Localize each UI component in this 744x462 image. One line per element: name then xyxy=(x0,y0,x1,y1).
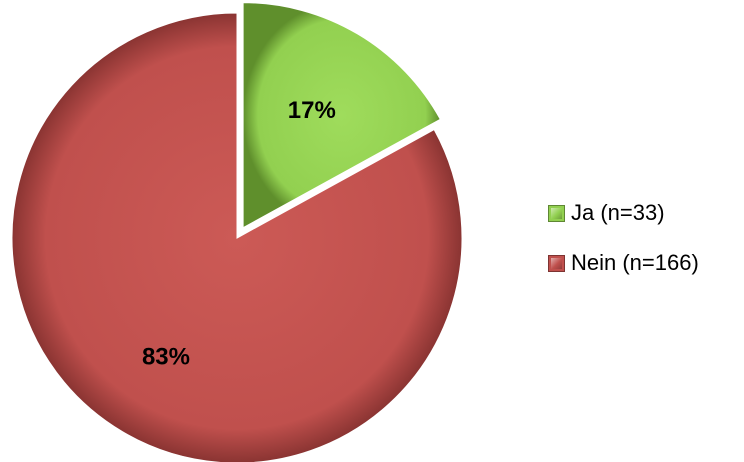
pie-slice-ja xyxy=(242,2,441,229)
pie-percent-labels: 17% 83% xyxy=(142,97,336,371)
percent-label-ja: 17% xyxy=(288,97,336,124)
percent-label-nein: 83% xyxy=(142,343,190,370)
legend: Ja (n=33) Nein (n=166) xyxy=(548,198,699,298)
legend-label-ja: Ja (n=33) xyxy=(571,200,665,225)
legend-swatch-ja xyxy=(548,204,565,222)
pie-slice-nein xyxy=(11,12,463,462)
legend-item-ja: Ja (n=33) xyxy=(548,198,699,228)
legend-label-nein: Nein (n=166) xyxy=(571,250,699,275)
legend-item-nein: Nein (n=166) xyxy=(548,248,699,278)
pie-slices xyxy=(11,2,463,462)
legend-swatch-nein xyxy=(548,254,565,272)
